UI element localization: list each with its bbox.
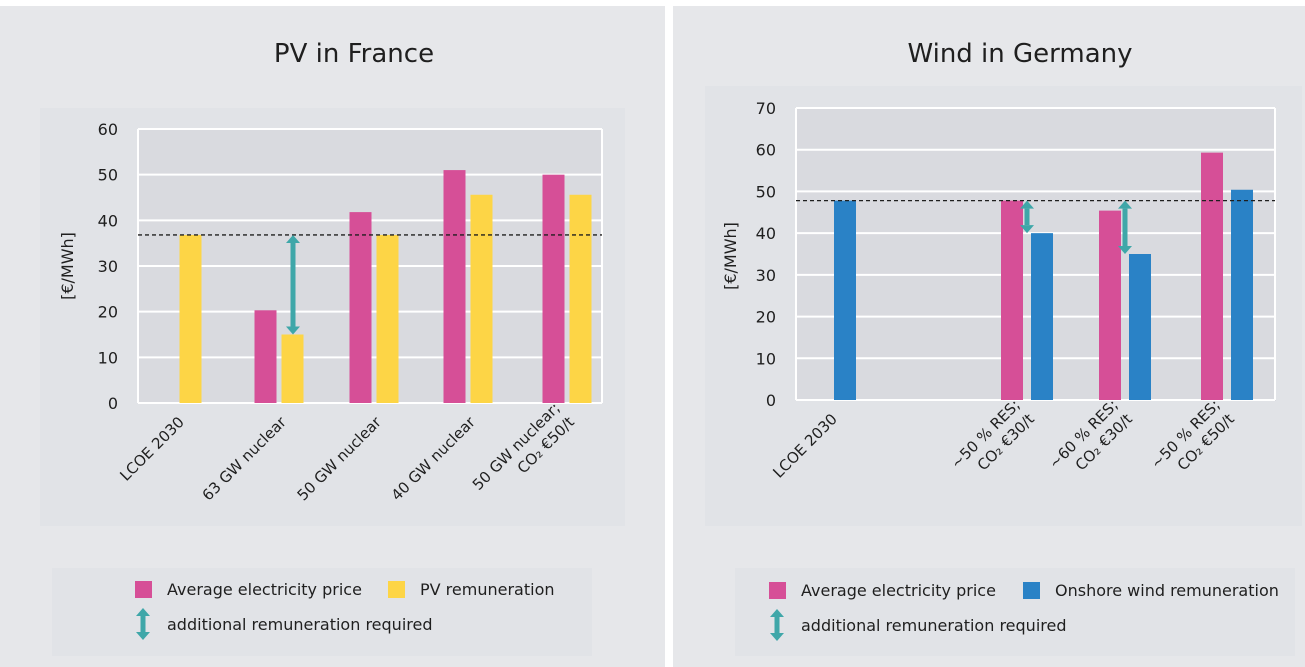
additional-remuneration-arrow — [136, 608, 150, 640]
bar-pv-remuneration-3 — [376, 234, 399, 403]
additional-remuneration-arrow — [286, 234, 300, 335]
bar-pv-remuneration-5 — [569, 194, 592, 403]
y-tick-label: 20 — [756, 308, 776, 327]
y-tick-label: 20 — [98, 303, 118, 322]
legend-swatch-average-electricity-price — [135, 581, 152, 598]
chart-title: Wind in Germany — [907, 39, 1132, 69]
legend-label-average-electricity-price: Average electricity price — [167, 580, 362, 599]
y-axis-label: [€/MWh] — [721, 222, 740, 290]
bar-pv-remuneration-2 — [281, 334, 304, 403]
additional-remuneration-arrow — [1020, 200, 1034, 234]
y-tick-label: 10 — [756, 349, 776, 368]
additional-remuneration-arrow — [1118, 200, 1132, 254]
y-tick-label: 60 — [98, 120, 118, 139]
legend-label-additional-remuneration: additional remuneration required — [167, 615, 432, 634]
legend-background — [735, 568, 1295, 656]
bar-onshore-wind-remuneration-2 — [1031, 233, 1053, 400]
bar-average-electricity-price-2 — [1001, 200, 1023, 400]
bar-average-electricity-price-5 — [542, 174, 565, 403]
chart-title: PV in France — [274, 39, 434, 69]
bar-average-electricity-price-4 — [443, 170, 466, 403]
y-tick-label: 30 — [98, 257, 118, 276]
legend-swatch-average-electricity-price — [769, 582, 786, 599]
y-tick-label: 40 — [756, 224, 776, 243]
pv-france-panel: PV in France 0 10 20 30 40 50 60 LCOE 2030 63 G… — [0, 6, 665, 667]
bar-average-electricity-price-2 — [254, 310, 277, 403]
y-tick-label: 70 — [756, 99, 776, 118]
additional-remuneration-arrow — [770, 609, 784, 641]
y-axis-label: [€/MWh] — [58, 232, 77, 300]
legend-label-pv-remuneration: PV remuneration — [420, 580, 555, 599]
y-tick-label: 50 — [98, 166, 118, 185]
bar-average-electricity-price-4 — [1201, 152, 1223, 400]
y-tick-label: 0 — [108, 394, 118, 413]
y-tick-label: 60 — [756, 141, 776, 160]
bar-pv-remuneration-1 — [179, 234, 202, 403]
bar-onshore-wind-remuneration-1 — [834, 200, 856, 400]
bar-average-electricity-price-3 — [1099, 210, 1121, 400]
y-tick-label: 0 — [766, 391, 776, 410]
bar-onshore-wind-remuneration-4 — [1231, 189, 1253, 400]
wind-germany-panel: Wind in Germany 0 10 20 30 40 50 60 70 LCOE 203… — [673, 6, 1305, 667]
legend-swatch-pv-remuneration — [388, 581, 405, 598]
legend-label-additional-remuneration: additional remuneration required — [801, 616, 1066, 635]
y-tick-label: 50 — [756, 182, 776, 201]
legend-label-onshore-wind-remuneration: Onshore wind remuneration — [1055, 581, 1279, 600]
bar-onshore-wind-remuneration-3 — [1129, 254, 1151, 400]
y-tick-label: 10 — [98, 348, 118, 367]
bar-pv-remuneration-4 — [470, 194, 493, 403]
y-tick-label: 30 — [756, 266, 776, 285]
legend-label-average-electricity-price: Average electricity price — [801, 581, 996, 600]
legend-swatch-onshore-wind-remuneration — [1023, 582, 1040, 599]
bar-average-electricity-price-3 — [349, 212, 372, 403]
y-tick-label: 40 — [98, 211, 118, 230]
